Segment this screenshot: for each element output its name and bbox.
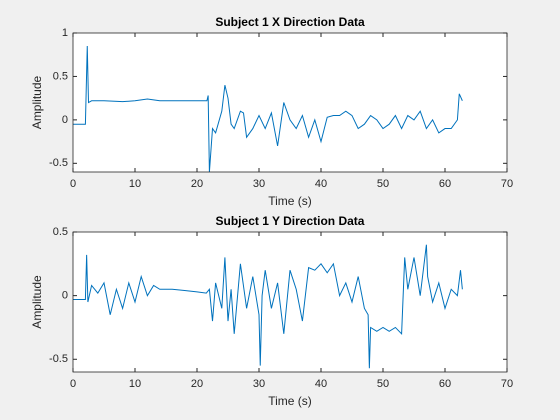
chart-title: Subject 1 X Direction Data xyxy=(215,15,365,29)
x-tick-label: 10 xyxy=(129,178,141,190)
y-tick-label: -0.5 xyxy=(49,353,68,365)
x-tick-label: 10 xyxy=(129,378,141,390)
x-tick-label: 30 xyxy=(253,178,265,190)
y-axis-label: Amplitude xyxy=(30,275,44,329)
data-line xyxy=(73,46,463,173)
y-tick-label: 0.5 xyxy=(53,226,68,238)
y-axis-label: Amplitude xyxy=(30,76,44,130)
y-tick-label: 1 xyxy=(62,27,68,39)
y-tick-label: 0.5 xyxy=(53,70,68,82)
x-tick-label: 0 xyxy=(70,178,76,190)
x-tick-label: 30 xyxy=(253,378,265,390)
x-tick-label: 20 xyxy=(191,178,203,190)
x-tick-label: 60 xyxy=(439,178,451,190)
data-line xyxy=(73,244,463,369)
chart-title: Subject 1 Y Direction Data xyxy=(216,214,365,228)
x-tick-label: 50 xyxy=(377,378,389,390)
x-tick-label: 20 xyxy=(191,378,203,390)
x-tick-label: 60 xyxy=(439,378,451,390)
y-tick-label: -0.5 xyxy=(49,157,68,169)
x-tick-label: 40 xyxy=(315,178,327,190)
x-tick-label: 50 xyxy=(377,178,389,190)
x-tick-label: 40 xyxy=(315,378,327,390)
x-tick-label: 0 xyxy=(70,378,76,390)
y-tick-label: 0 xyxy=(62,290,68,302)
y-tick-label: 0 xyxy=(62,114,68,126)
x-tick-label: 70 xyxy=(501,178,513,190)
x-tick-label: 70 xyxy=(501,378,513,390)
axes-box xyxy=(72,231,508,373)
x-axis-label: Time (s) xyxy=(268,394,312,408)
plot-area xyxy=(73,232,507,372)
plot-area xyxy=(73,33,507,172)
axes-box xyxy=(72,32,508,173)
x-axis-label: Time (s) xyxy=(268,194,312,208)
